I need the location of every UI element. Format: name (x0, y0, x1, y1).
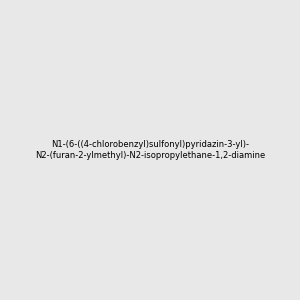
Text: N1-(6-((4-chlorobenzyl)sulfonyl)pyridazin-3-yl)-
N2-(furan-2-ylmethyl)-N2-isopro: N1-(6-((4-chlorobenzyl)sulfonyl)pyridazi… (35, 140, 265, 160)
